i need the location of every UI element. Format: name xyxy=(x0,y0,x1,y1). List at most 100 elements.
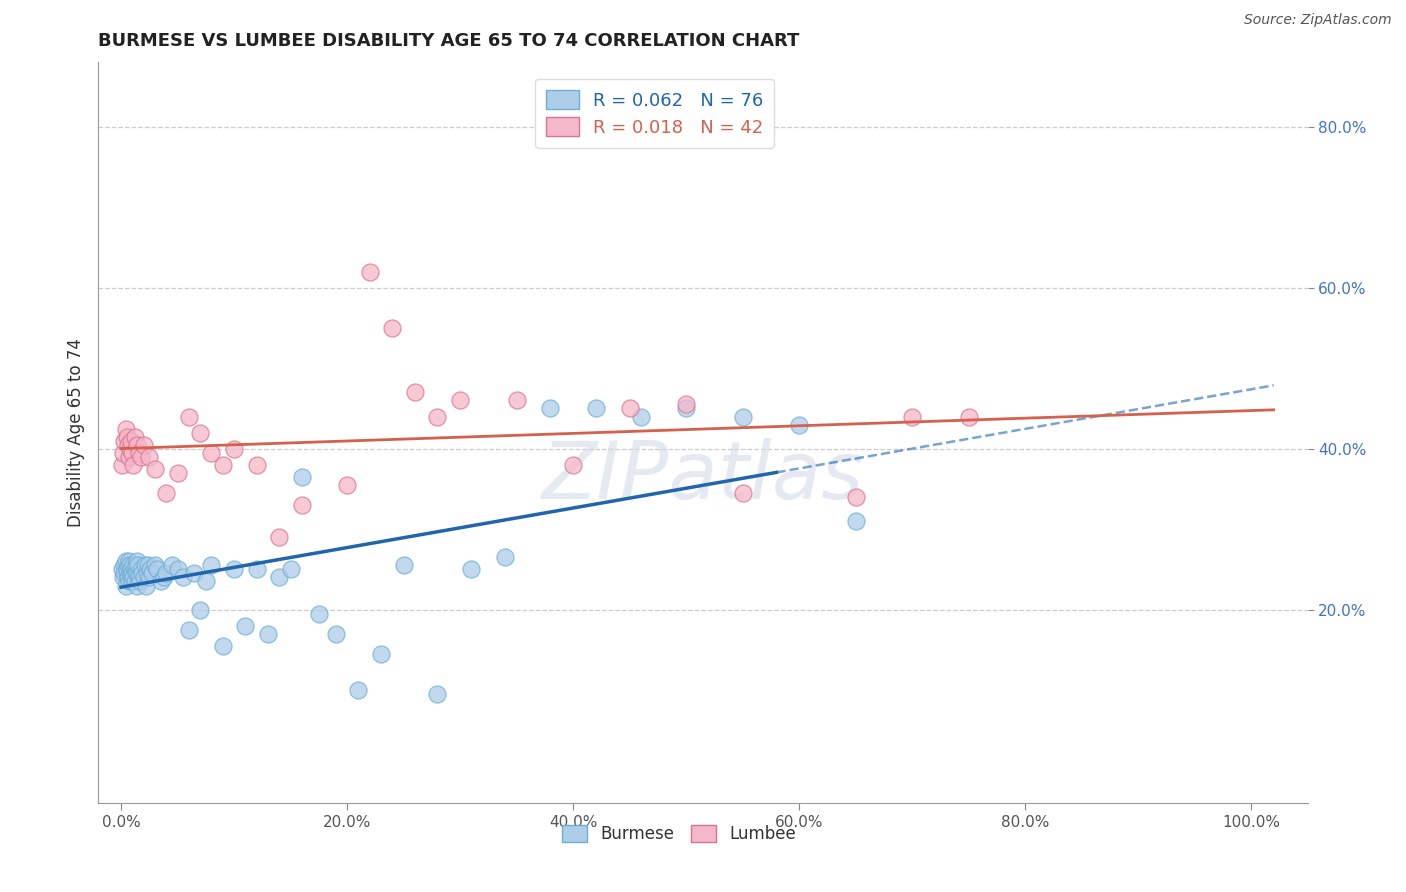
Point xyxy=(129,574,152,589)
Point xyxy=(166,466,188,480)
Point xyxy=(125,438,148,452)
Point xyxy=(136,566,159,581)
Point xyxy=(166,562,188,576)
Point xyxy=(211,458,233,472)
Point xyxy=(122,570,145,584)
Point xyxy=(585,401,607,416)
Point xyxy=(291,470,314,484)
Point xyxy=(172,570,194,584)
Point xyxy=(381,321,404,335)
Point xyxy=(222,562,245,576)
Point xyxy=(121,446,143,460)
Point xyxy=(143,462,166,476)
Point xyxy=(449,393,471,408)
Point xyxy=(619,401,641,416)
Point xyxy=(404,385,426,400)
Point xyxy=(138,450,160,464)
Point xyxy=(200,446,222,460)
Point xyxy=(291,498,314,512)
Point xyxy=(460,562,482,576)
Point xyxy=(845,490,868,504)
Point xyxy=(127,558,149,573)
Point xyxy=(120,566,142,581)
Point xyxy=(120,434,142,448)
Point xyxy=(128,570,150,584)
Point xyxy=(118,554,141,568)
Point xyxy=(675,401,697,416)
Point xyxy=(134,558,156,573)
Point xyxy=(112,566,135,581)
Point xyxy=(132,570,155,584)
Point xyxy=(505,393,527,408)
Y-axis label: Disability Age 65 to 74: Disability Age 65 to 74 xyxy=(66,338,84,527)
Point xyxy=(426,409,449,424)
Point xyxy=(183,566,205,581)
Legend: Burmese, Lumbee: Burmese, Lumbee xyxy=(555,819,803,850)
Point xyxy=(153,570,176,584)
Point xyxy=(124,562,146,576)
Point xyxy=(112,446,135,460)
Point xyxy=(149,574,172,589)
Text: BURMESE VS LUMBEE DISABILITY AGE 65 TO 74 CORRELATION CHART: BURMESE VS LUMBEE DISABILITY AGE 65 TO 7… xyxy=(98,32,800,50)
Point xyxy=(177,409,200,424)
Point xyxy=(188,425,211,440)
Text: ZIPatlas: ZIPatlas xyxy=(541,438,865,516)
Point xyxy=(125,566,148,581)
Point xyxy=(117,558,139,573)
Point xyxy=(117,570,139,584)
Point xyxy=(125,558,148,573)
Point xyxy=(308,607,330,621)
Point xyxy=(233,619,256,633)
Point xyxy=(200,558,222,573)
Point xyxy=(124,430,146,444)
Point xyxy=(143,558,166,573)
Point xyxy=(131,562,153,576)
Point xyxy=(370,647,392,661)
Point xyxy=(246,458,269,472)
Point xyxy=(957,409,980,424)
Point xyxy=(211,639,233,653)
Point xyxy=(141,566,163,581)
Point xyxy=(269,570,291,584)
Point xyxy=(630,409,652,424)
Point xyxy=(112,434,135,448)
Point xyxy=(426,687,449,701)
Point xyxy=(121,566,143,581)
Point xyxy=(112,570,135,584)
Point xyxy=(114,554,136,568)
Point xyxy=(121,574,143,589)
Point xyxy=(120,442,142,456)
Point xyxy=(675,397,697,411)
Point xyxy=(146,562,169,576)
Point xyxy=(122,458,145,472)
Point xyxy=(155,486,177,500)
Point xyxy=(117,438,139,452)
Point xyxy=(194,574,217,589)
Point xyxy=(114,421,136,435)
Point xyxy=(188,602,211,616)
Point xyxy=(246,562,269,576)
Text: Source: ZipAtlas.com: Source: ZipAtlas.com xyxy=(1244,13,1392,28)
Point xyxy=(280,562,302,576)
Point xyxy=(155,566,177,581)
Point xyxy=(122,558,145,573)
Point xyxy=(135,578,157,592)
Point xyxy=(347,683,370,698)
Point xyxy=(269,530,291,544)
Point xyxy=(538,401,561,416)
Point xyxy=(131,450,153,464)
Point xyxy=(115,566,138,581)
Point xyxy=(120,558,142,573)
Point xyxy=(136,558,159,573)
Point xyxy=(359,265,381,279)
Point xyxy=(787,417,810,432)
Point xyxy=(132,438,155,452)
Point xyxy=(118,450,141,464)
Point xyxy=(125,554,148,568)
Point xyxy=(112,558,135,573)
Point xyxy=(111,562,134,576)
Point xyxy=(731,486,754,500)
Point xyxy=(139,562,162,576)
Point xyxy=(125,578,148,592)
Point xyxy=(562,458,585,472)
